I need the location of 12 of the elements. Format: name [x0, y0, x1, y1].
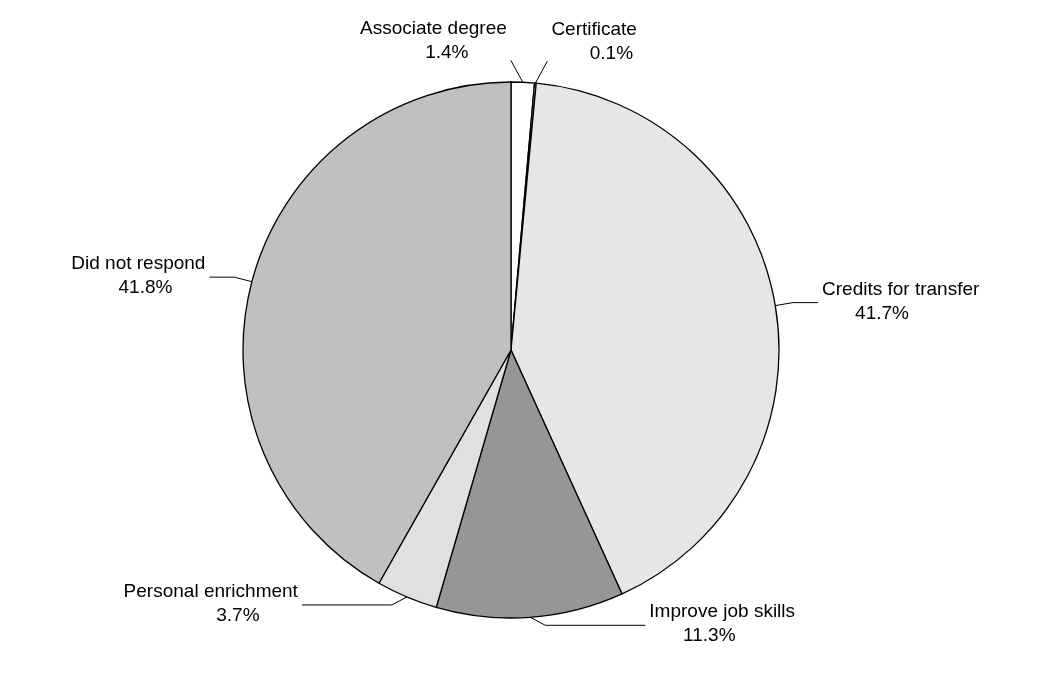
slice-label: Personal enrichment [123, 579, 299, 601]
data-label: 1.4% [425, 41, 469, 63]
slice-label: Did not respond [71, 252, 206, 274]
data-label: 41.7% [855, 301, 910, 323]
data-label: 0.1% [589, 42, 634, 64]
data-label: 41.8% [118, 276, 173, 298]
data-label: 3.7% [216, 603, 260, 625]
slice-label: Certificate [551, 18, 637, 40]
slice-label: Credits for transfer [822, 277, 981, 299]
data-label: 11.3% [683, 624, 736, 646]
slice-label: Associate degree [359, 17, 507, 39]
slice-label: Improve job skills [649, 600, 796, 622]
